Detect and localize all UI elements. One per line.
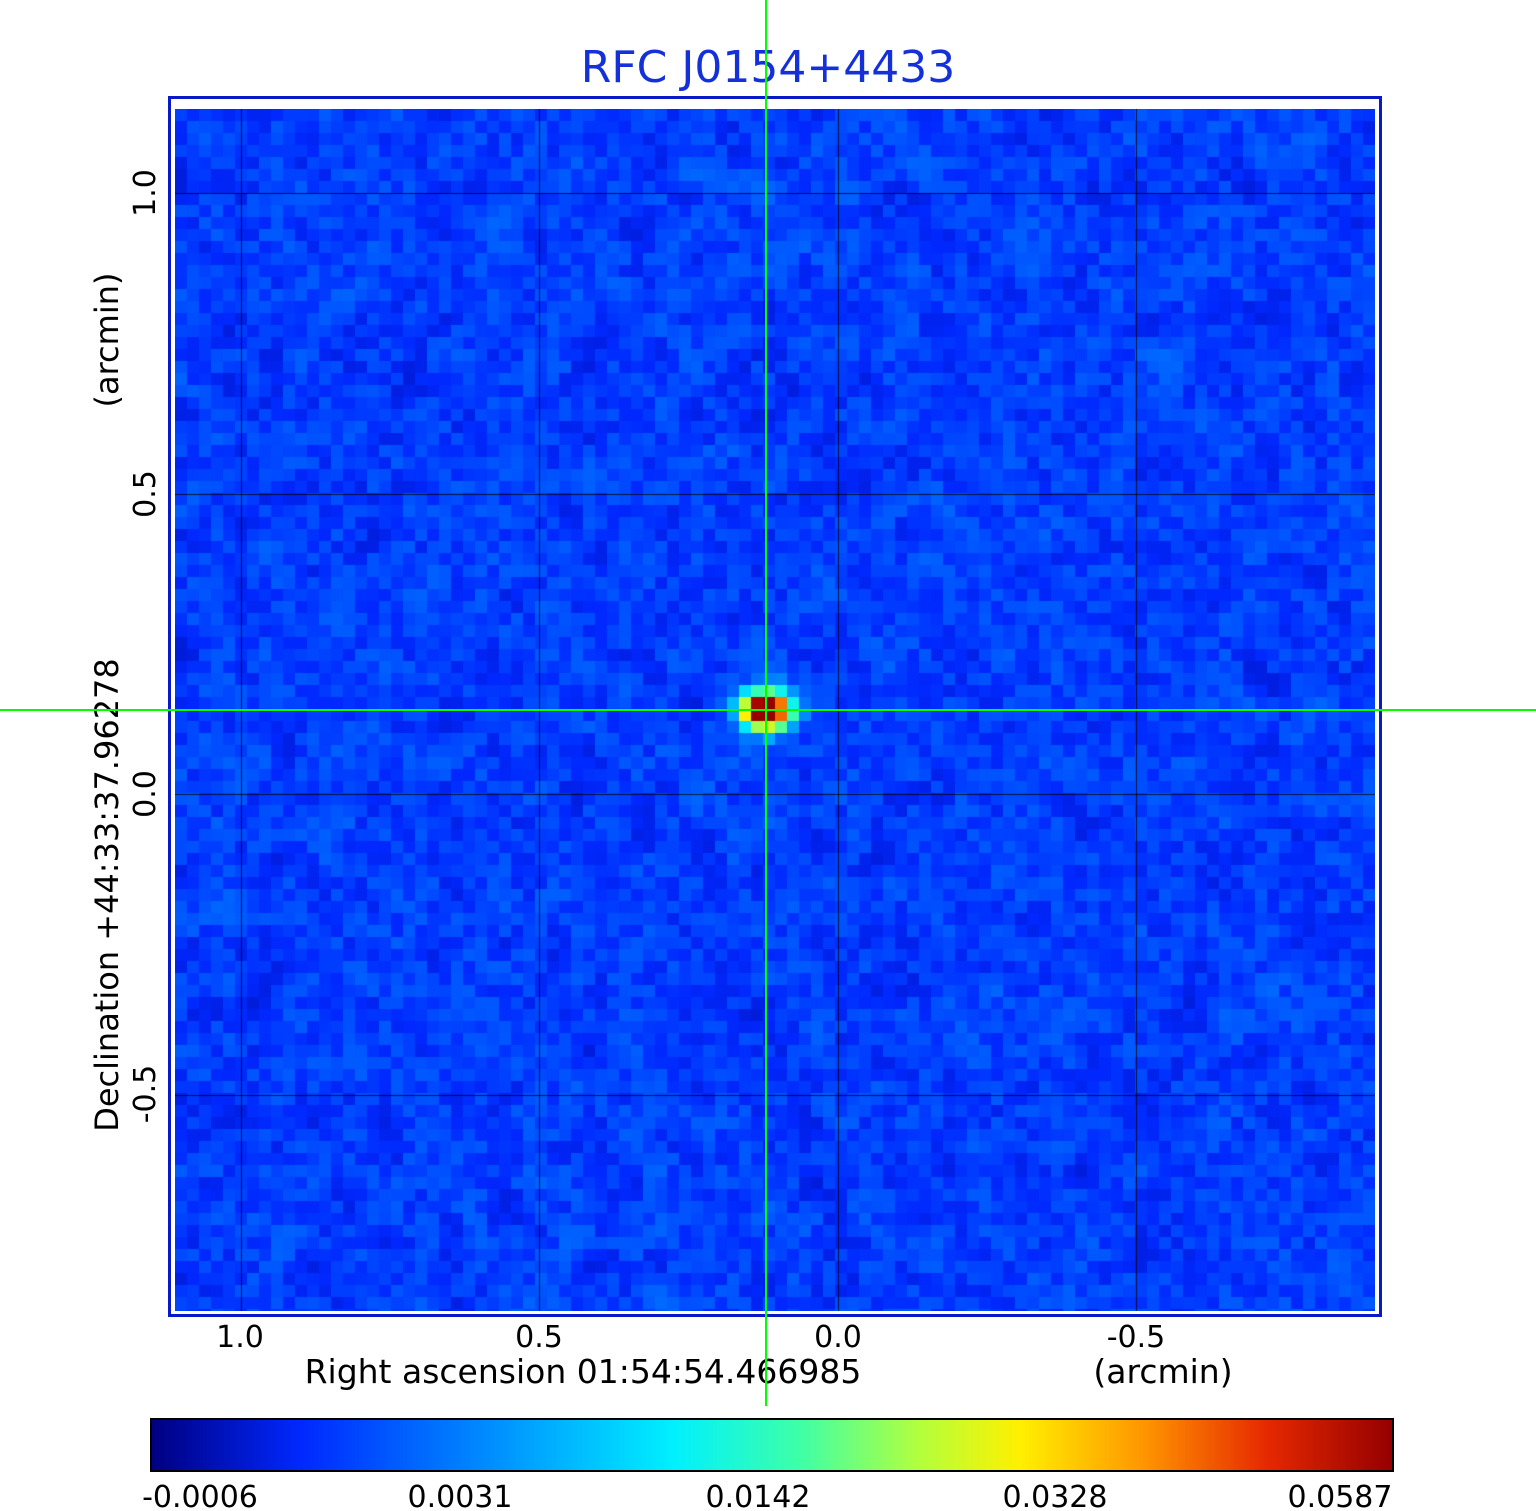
- colorbar-tick-1: 0.0031: [407, 1480, 513, 1511]
- crosshair-horizontal-line: [0, 709, 1536, 711]
- plot-frame: [168, 96, 1382, 1317]
- x-tick-2: 0.0: [814, 1320, 862, 1355]
- colorbar-tick-4: 0.0587: [1287, 1480, 1393, 1511]
- y-tick-2: 0.0: [128, 770, 163, 818]
- colorbar-tick-0: -0.0006: [142, 1480, 258, 1511]
- y-tick-3: -0.5: [128, 1064, 163, 1124]
- colorbar: [150, 1418, 1394, 1472]
- y-axis-unit-label: (arcmin): [88, 272, 126, 408]
- y-tick-1: 0.5: [128, 470, 163, 518]
- figure-title: RFC J0154+4433: [580, 42, 956, 93]
- y-axis-label: Declination +44:33:37.96278: [88, 658, 126, 1132]
- colorbar-tick-3: 0.0328: [1002, 1480, 1108, 1511]
- x-tick-3: -0.5: [1106, 1320, 1166, 1355]
- colorbar-tick-2: 0.0142: [705, 1480, 811, 1511]
- y-tick-0: 1.0: [128, 169, 163, 217]
- x-axis-label: Right ascension 01:54:54.466985: [304, 1352, 862, 1391]
- x-tick-0: 1.0: [216, 1320, 264, 1355]
- x-tick-1: 0.5: [515, 1320, 563, 1355]
- crosshair-vertical-line: [765, 0, 767, 1406]
- colorbar-canvas: [152, 1420, 1392, 1470]
- x-axis-unit-label: (arcmin): [1093, 1352, 1233, 1391]
